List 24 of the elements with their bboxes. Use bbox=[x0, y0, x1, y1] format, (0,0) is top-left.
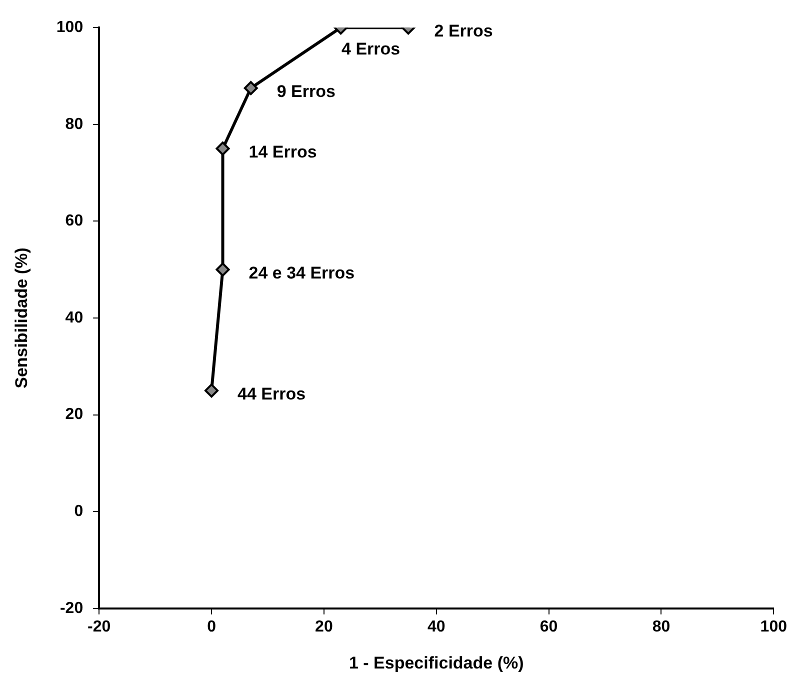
point bbox=[216, 262, 230, 277]
y-tick-label: 0 bbox=[74, 503, 84, 520]
annotation: 14 Erros bbox=[248, 142, 317, 162]
x-tick-label: 20 bbox=[315, 618, 333, 636]
annotation: 9 Erros bbox=[276, 82, 336, 101]
y-tick-label: 60 bbox=[65, 212, 84, 230]
annotation: 24 e 34 Erros bbox=[248, 263, 355, 282]
y-axis-title: Sensibilidade (%) bbox=[12, 248, 31, 388]
x-tick-label: 0 bbox=[207, 618, 216, 636]
x-tick-label: -20 bbox=[88, 618, 111, 636]
x-tick-label: 40 bbox=[427, 618, 446, 636]
point bbox=[204, 384, 219, 398]
y-tick-label: -20 bbox=[60, 600, 84, 617]
x-tick-label: 80 bbox=[652, 618, 670, 636]
y-tick-label: 20 bbox=[65, 406, 84, 424]
annotation: 4 Erros bbox=[342, 39, 400, 58]
x-axis-title: 1 - Especificidade (%) bbox=[348, 653, 524, 672]
annotation: 44 Erros bbox=[238, 384, 306, 404]
y-tick-label: 40 bbox=[65, 309, 84, 326]
x-tick-label: 100 bbox=[760, 618, 788, 636]
annotation: 2 Erros bbox=[434, 21, 493, 40]
y-tick-label: 80 bbox=[65, 116, 84, 133]
x-tick-label: 60 bbox=[540, 618, 558, 636]
y-tick-label: 100 bbox=[56, 19, 84, 36]
